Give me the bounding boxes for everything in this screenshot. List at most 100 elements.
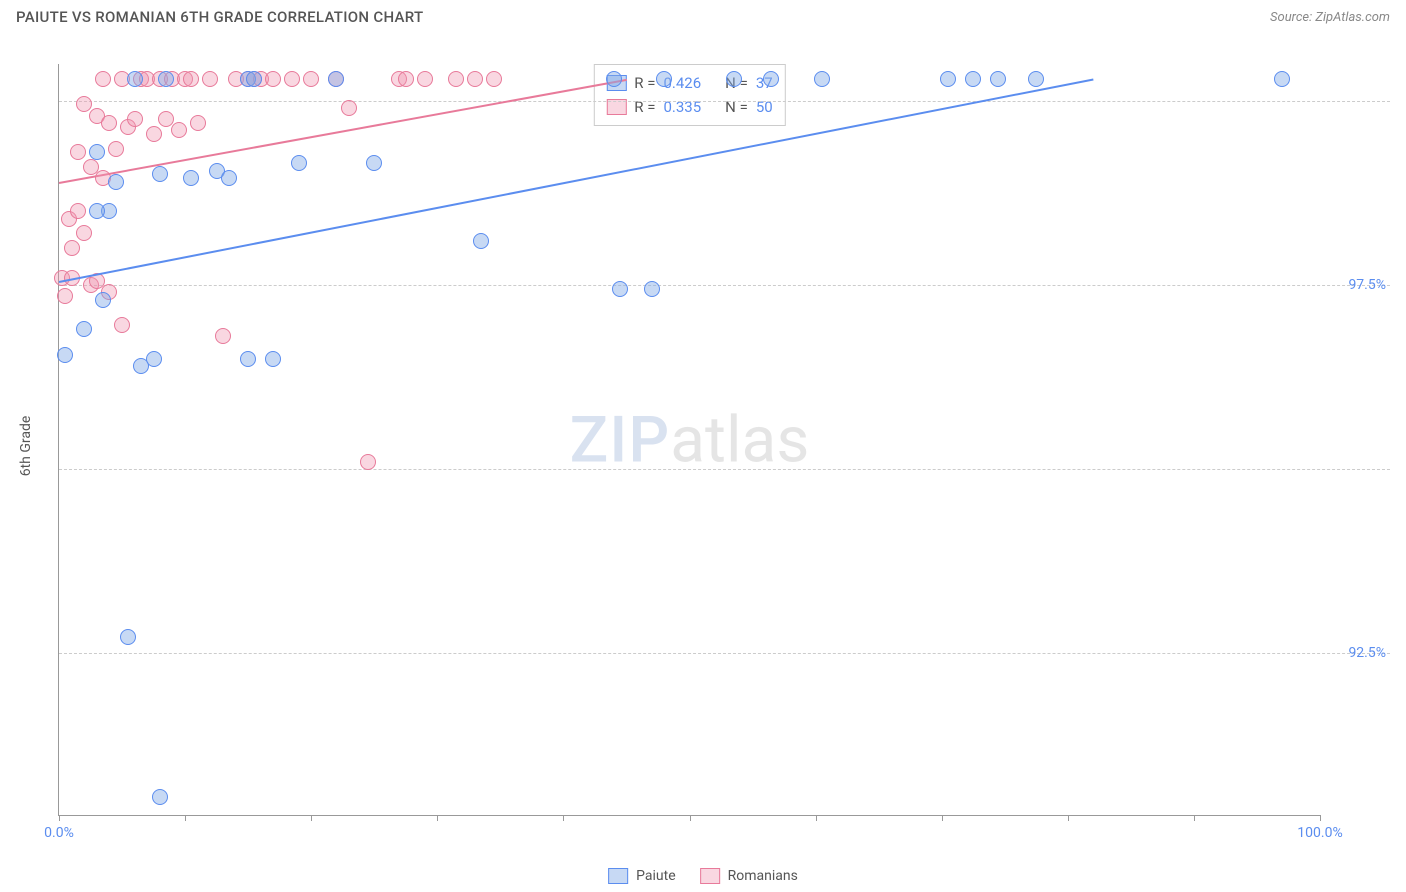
watermark: ZIPatlas — [570, 402, 810, 477]
legend-item-1: Paiute — [608, 868, 676, 884]
data-point — [70, 203, 86, 219]
data-point — [202, 71, 218, 87]
trend-line-paiute — [59, 79, 1093, 283]
legend-swatch-paiute — [608, 868, 628, 884]
data-point — [57, 347, 73, 363]
data-point — [656, 71, 672, 87]
data-point — [726, 71, 742, 87]
data-point — [341, 100, 357, 116]
data-point — [127, 111, 143, 127]
data-point — [1028, 71, 1044, 87]
chart-title: PAIUTE VS ROMANIAN 6TH GRADE CORRELATION… — [16, 8, 423, 26]
data-point — [76, 321, 92, 337]
legend-swatch-romanians — [700, 868, 720, 884]
data-point — [940, 71, 956, 87]
data-point — [70, 144, 86, 160]
data-point — [114, 317, 130, 333]
data-point — [57, 288, 73, 304]
data-point — [606, 71, 622, 87]
legend-label-2: Romanians — [728, 868, 798, 884]
r-label-1: R = — [634, 71, 655, 95]
x-tick — [311, 815, 312, 821]
data-point — [763, 71, 779, 87]
data-point — [95, 71, 111, 87]
n-label-2: N = — [725, 95, 748, 119]
data-point — [89, 203, 105, 219]
data-point — [183, 71, 199, 87]
x-tick-label: 100.0% — [1297, 825, 1342, 841]
grid-line — [59, 469, 1390, 470]
data-point — [76, 225, 92, 241]
x-tick — [816, 815, 817, 821]
data-point — [240, 351, 256, 367]
data-point — [291, 155, 307, 171]
grid-line — [59, 101, 1390, 102]
data-point — [190, 115, 206, 131]
x-tick — [59, 815, 60, 821]
x-tick — [563, 815, 564, 821]
data-point — [486, 71, 502, 87]
series-legend: Paiute Romanians — [608, 868, 798, 884]
data-point — [398, 71, 414, 87]
legend-row-1: R = 0.426 N = 37 — [606, 71, 772, 95]
x-tick — [1320, 815, 1321, 821]
data-point — [473, 233, 489, 249]
data-point — [215, 328, 231, 344]
source-label: Source: ZipAtlas.com — [1270, 10, 1390, 25]
data-point — [467, 71, 483, 87]
data-point — [108, 141, 124, 157]
data-point — [89, 144, 105, 160]
data-point — [265, 71, 281, 87]
data-point — [146, 351, 162, 367]
legend-item-2: Romanians — [700, 868, 798, 884]
data-point — [265, 351, 281, 367]
data-point — [158, 71, 174, 87]
data-point — [360, 454, 376, 470]
data-point — [448, 71, 464, 87]
data-point — [965, 71, 981, 87]
y-tick-label: 92.5% — [1348, 645, 1386, 661]
data-point — [1274, 71, 1290, 87]
correlation-legend: R = 0.426 N = 37 R = 0.335 N = 50 — [593, 64, 785, 126]
r-value-2: 0.335 — [663, 95, 701, 119]
data-point — [644, 281, 660, 297]
data-point — [612, 281, 628, 297]
x-tick — [942, 815, 943, 821]
x-tick — [1194, 815, 1195, 821]
watermark-zip: ZIP — [570, 402, 671, 477]
data-point — [146, 126, 162, 142]
x-tick-label: 0.0% — [44, 825, 74, 841]
data-point — [101, 115, 117, 131]
r-label-2: R = — [634, 95, 655, 119]
data-point — [183, 170, 199, 186]
data-point — [246, 71, 262, 87]
data-point — [284, 71, 300, 87]
data-point — [127, 71, 143, 87]
x-tick — [185, 815, 186, 821]
x-tick — [1068, 815, 1069, 821]
y-axis-label: 6th Grade — [18, 416, 34, 477]
data-point — [990, 71, 1006, 87]
data-point — [814, 71, 830, 87]
data-point — [108, 174, 124, 190]
grid-line — [59, 285, 1390, 286]
grid-line — [59, 653, 1390, 654]
watermark-atlas: atlas — [670, 402, 809, 477]
y-tick-label: 97.5% — [1348, 277, 1386, 293]
data-point — [64, 240, 80, 256]
trend-line-romanians — [59, 79, 627, 184]
data-point — [366, 155, 382, 171]
legend-row-2: R = 0.335 N = 50 — [606, 95, 772, 119]
data-point — [171, 122, 187, 138]
data-point — [120, 629, 136, 645]
data-point — [417, 71, 433, 87]
chart-container: 6th Grade ZIPatlas R = 0.426 N = 37 R = … — [40, 40, 1390, 852]
data-point — [95, 292, 111, 308]
data-point — [221, 170, 237, 186]
data-point — [328, 71, 344, 87]
data-point — [152, 789, 168, 805]
x-tick — [437, 815, 438, 821]
plot-area: ZIPatlas R = 0.426 N = 37 R = 0.335 N = … — [58, 64, 1320, 816]
x-tick — [690, 815, 691, 821]
n-value-2: 50 — [756, 95, 773, 119]
